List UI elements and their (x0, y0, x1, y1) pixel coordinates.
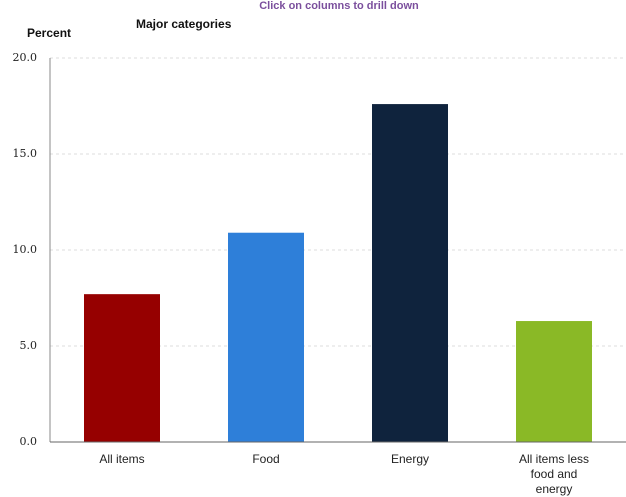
bar[interactable] (228, 232, 304, 442)
bar[interactable] (84, 294, 160, 442)
chart-title: Major categories (136, 17, 232, 31)
x-tick-label: Food (252, 452, 280, 466)
y-tick-label: 0.0 (20, 435, 38, 448)
y-tick-label: 20.0 (13, 51, 38, 64)
bar[interactable] (516, 321, 592, 442)
chart-subtitle: Click on columns to drill down (259, 0, 419, 12)
y-tick-label: 10.0 (13, 243, 38, 256)
bar[interactable] (372, 104, 448, 442)
y-tick-label: 15.0 (13, 147, 38, 160)
x-tick-label: All items less food and energy (518, 452, 589, 496)
y-axis-label: Percent (27, 26, 71, 40)
x-tick-label: Energy (390, 452, 430, 466)
x-tick-label: All items (99, 452, 145, 466)
y-tick-label: 5.0 (20, 339, 38, 352)
